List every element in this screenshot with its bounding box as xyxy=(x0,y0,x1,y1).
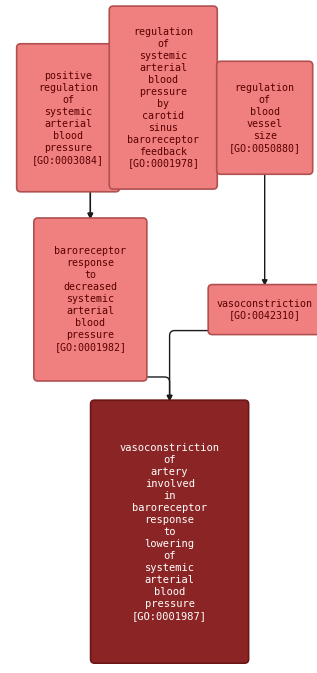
FancyBboxPatch shape xyxy=(208,285,317,334)
FancyBboxPatch shape xyxy=(91,400,249,663)
FancyBboxPatch shape xyxy=(217,61,313,174)
Text: baroreceptor
response
to
decreased
systemic
arterial
blood
pressure
[GO:0001982]: baroreceptor response to decreased syste… xyxy=(54,246,126,353)
Text: vasoconstriction
of
artery
involved
in
baroreceptor
response
to
lowering
of
syst: vasoconstriction of artery involved in b… xyxy=(120,443,220,621)
Text: vasoconstriction
[GO:0042310]: vasoconstriction [GO:0042310] xyxy=(217,299,313,320)
FancyBboxPatch shape xyxy=(109,6,217,189)
FancyBboxPatch shape xyxy=(34,218,147,381)
Text: regulation
of
blood
vessel
size
[GO:0050880]: regulation of blood vessel size [GO:0050… xyxy=(229,83,301,153)
FancyBboxPatch shape xyxy=(17,44,120,192)
Text: regulation
of
systemic
arterial
blood
pressure
by
carotid
sinus
baroreceptor
fee: regulation of systemic arterial blood pr… xyxy=(127,27,199,168)
Text: positive
regulation
of
systemic
arterial
blood
pressure
[GO:0003084]: positive regulation of systemic arterial… xyxy=(32,71,104,165)
